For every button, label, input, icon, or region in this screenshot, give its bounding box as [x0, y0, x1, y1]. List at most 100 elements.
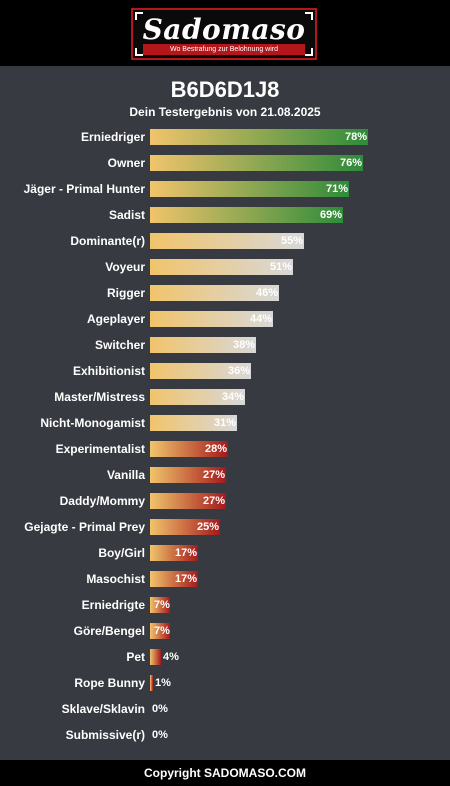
category-label: Erniedrigte — [81, 598, 145, 612]
bar-track: 17% — [150, 571, 430, 587]
bar — [150, 363, 251, 379]
bar — [150, 467, 226, 483]
bar — [150, 337, 256, 353]
corner-ornament-icon — [305, 12, 313, 20]
bar-row: Nicht-Monogamist 31% — [0, 410, 450, 436]
bar-track: 46% — [150, 285, 430, 301]
bar-row: Masochist 17% — [0, 566, 450, 592]
bar — [150, 519, 220, 535]
bar-row: Voyeur 51% — [0, 254, 450, 280]
value-label: 1% — [155, 677, 171, 689]
value-label: 28% — [205, 443, 228, 455]
bar-track: 4% — [150, 649, 430, 665]
sadomaso-logo[interactable]: Sadomaso Wo Bestrafung zur Belohnung wir… — [131, 8, 317, 60]
category-label: Sadist — [108, 208, 145, 222]
bar-row: Daddy/Mommy 27% — [0, 488, 450, 514]
bar-row: Boy/Girl 17% — [0, 540, 450, 566]
category-label: Vanilla — [106, 468, 145, 482]
category-label: Ageplayer — [86, 312, 145, 326]
bar — [150, 155, 363, 171]
bar — [150, 311, 273, 327]
value-label: 7% — [154, 599, 170, 611]
bar — [150, 285, 279, 301]
bar-track: 7% — [150, 597, 430, 613]
bar-row: Dominante(r) 55% — [0, 228, 450, 254]
bar-row: Göre/Bengel 7% — [0, 618, 450, 644]
bar-row: Rigger 46% — [0, 280, 450, 306]
category-label: Nicht-Monogamist — [40, 416, 145, 430]
bar-track: 28% — [150, 441, 430, 457]
bar-track: 17% — [150, 545, 430, 561]
bar-row: Master/Mistress 34% — [0, 384, 450, 410]
logo-tagline: Wo Bestrafung zur Belohnung wird — [143, 44, 305, 55]
value-label: 27% — [203, 495, 226, 507]
category-label: Erniedriger — [80, 130, 145, 144]
value-label: 55% — [281, 235, 304, 247]
value-label: 36% — [228, 365, 251, 377]
bar-row: Rope Bunny 1% — [0, 670, 450, 696]
value-label: 31% — [214, 417, 237, 429]
value-label: 38% — [233, 339, 256, 351]
bar-track: 1% — [150, 675, 430, 691]
bar-track: 25% — [150, 519, 430, 535]
value-label: 78% — [345, 131, 368, 143]
bar-track: 7% — [150, 623, 430, 639]
value-label: 71% — [326, 183, 349, 195]
category-label: Exhibitionist — [73, 364, 145, 378]
value-label: 69% — [320, 209, 343, 221]
value-label: 51% — [270, 261, 293, 273]
category-label: Experimentalist — [55, 442, 145, 456]
bar-track: 27% — [150, 493, 430, 509]
category-label: Submissive(r) — [65, 728, 145, 742]
bar-row: Gejagte - Primal Prey 25% — [0, 514, 450, 540]
category-label: Master/Mistress — [54, 390, 145, 404]
header-bar: Sadomaso Wo Bestrafung zur Belohnung wir… — [0, 0, 450, 66]
category-label: Rigger — [106, 286, 145, 300]
chart-subtitle: Dein Testergebnis von 21.08.2025 — [129, 105, 321, 119]
bar — [150, 571, 198, 587]
bar-track: 78% — [150, 129, 430, 145]
bar-row: Owner 76% — [0, 150, 450, 176]
bar-row: Switcher 38% — [0, 332, 450, 358]
bar-row: Erniedrigte 7% — [0, 592, 450, 618]
bar — [150, 623, 170, 639]
bar — [150, 233, 304, 249]
bar — [150, 207, 343, 223]
category-label: Switcher — [94, 338, 145, 352]
bar-track: 36% — [150, 363, 430, 379]
bar-track: 44% — [150, 311, 430, 327]
bar-track: 27% — [150, 467, 430, 483]
category-label: Daddy/Mommy — [59, 494, 145, 508]
category-label: Owner — [107, 156, 145, 170]
category-label: Voyeur — [105, 260, 145, 274]
category-label: Jäger - Primal Hunter — [23, 182, 145, 196]
bar-row: Exhibitionist 36% — [0, 358, 450, 384]
bar — [150, 493, 226, 509]
bar — [150, 259, 293, 275]
corner-ornament-icon — [135, 48, 143, 56]
bar-track: 55% — [150, 233, 430, 249]
bar — [150, 545, 198, 561]
bar-track: 34% — [150, 389, 430, 405]
bar — [150, 597, 170, 613]
bar — [150, 389, 245, 405]
bar-row: Sklave/Sklavin 0% — [0, 696, 450, 722]
bar — [150, 415, 237, 431]
category-label: Boy/Girl — [98, 546, 145, 560]
bar-row: Submissive(r) 0% — [0, 722, 450, 748]
value-label: 46% — [256, 287, 279, 299]
value-label: 34% — [222, 391, 245, 403]
value-label: 7% — [154, 625, 170, 637]
value-label: 0% — [152, 729, 168, 741]
bar — [150, 441, 228, 457]
bar — [150, 649, 161, 665]
bar-row: Experimentalist 28% — [0, 436, 450, 462]
category-label: Sklave/Sklavin — [61, 702, 145, 716]
bar-track: 51% — [150, 259, 430, 275]
category-label: Masochist — [86, 572, 145, 586]
bar-track: 76% — [150, 155, 430, 171]
value-label: 25% — [197, 521, 220, 533]
category-label: Pet — [126, 650, 145, 664]
category-label: Göre/Bengel — [73, 624, 145, 638]
category-label: Gejagte - Primal Prey — [24, 520, 145, 534]
